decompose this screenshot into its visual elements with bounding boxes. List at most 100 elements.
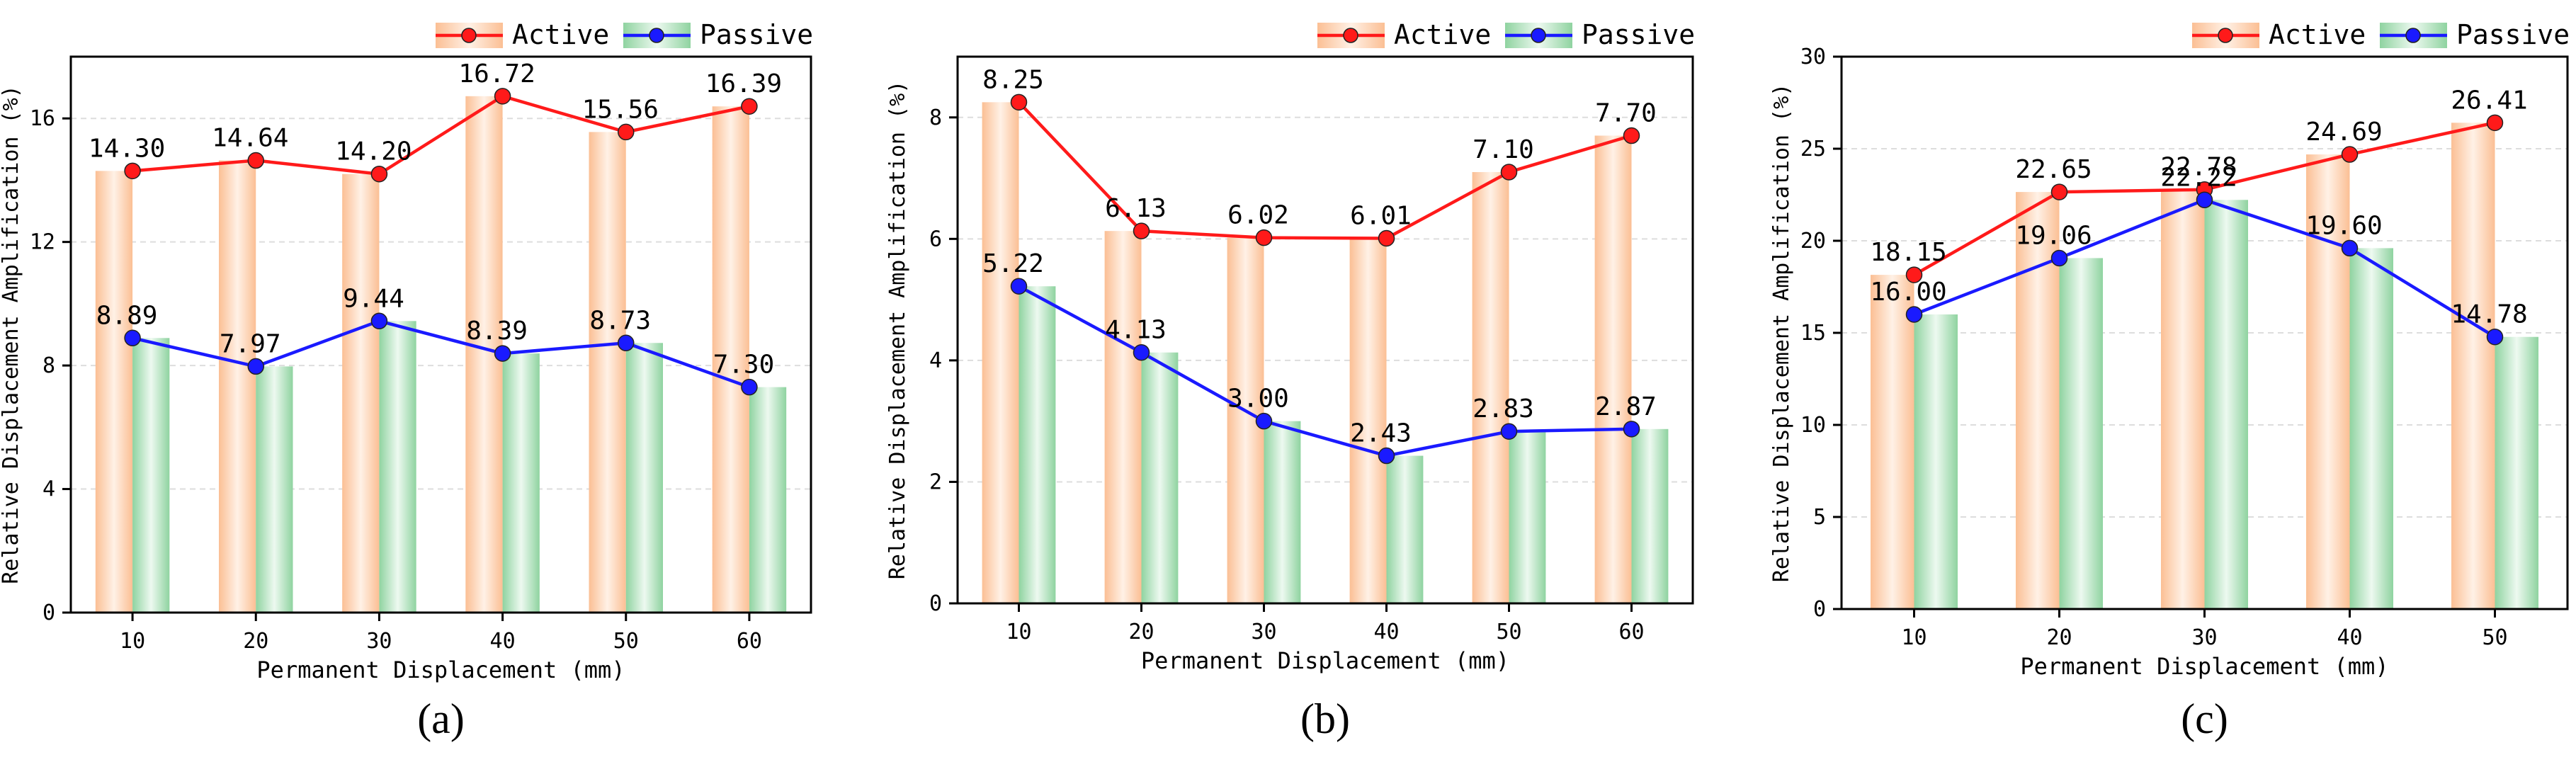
data-label-passive: 19.60 xyxy=(2305,211,2382,240)
y-tick-label: 6 xyxy=(929,227,942,251)
x-tick-label: 30 xyxy=(2191,625,2217,650)
chart-panel-a: 10 20 30 40 50 60 0 4 8 12 16 Permanent Displacemen… xyxy=(0,19,813,742)
data-label-passive: 2.43 xyxy=(1350,419,1412,448)
marker-active xyxy=(2050,183,2068,200)
plot-frame xyxy=(69,55,812,614)
marker-passive xyxy=(1133,343,1150,361)
data-label-active: 8.25 xyxy=(982,65,1044,94)
bar-active xyxy=(1472,171,1509,603)
data-label-passive: 7.97 xyxy=(220,329,281,358)
y-tick-label: 4 xyxy=(929,348,942,373)
data-label-active: 18.15 xyxy=(1870,238,1946,267)
bar-passive xyxy=(2204,200,2248,609)
bar-passive xyxy=(749,387,787,613)
x-tick-label: 60 xyxy=(1618,620,1644,644)
data-label-passive: 22.22 xyxy=(2160,163,2237,192)
marker-active xyxy=(1133,222,1150,239)
bar-active xyxy=(1349,238,1387,603)
x-tick-label: 20 xyxy=(1128,620,1154,644)
bar-active xyxy=(2451,123,2495,610)
y-tick-label: 12 xyxy=(30,230,55,255)
bar-active xyxy=(2306,154,2350,609)
bar-active xyxy=(2161,189,2205,610)
x-tick-label: 40 xyxy=(2337,625,2362,650)
marker-passive xyxy=(1500,423,1518,440)
y-axis-title: Relative Displacement Amplification (%) xyxy=(1769,84,1794,582)
marker-active xyxy=(2341,146,2359,163)
data-label-passive: 8.89 xyxy=(96,301,158,330)
marker-passive xyxy=(1010,278,1028,295)
x-tick-label: 50 xyxy=(1496,620,1521,644)
bar-active xyxy=(219,160,256,613)
bar-active xyxy=(342,174,380,613)
marker-passive xyxy=(370,312,388,330)
marker-active xyxy=(1623,127,1640,144)
legend-marker-active xyxy=(461,28,477,43)
marker-active xyxy=(618,123,635,141)
data-label-active: 16.72 xyxy=(458,59,535,89)
data-label-passive: 8.39 xyxy=(466,317,528,346)
y-tick-label: 16 xyxy=(30,106,55,131)
x-tick-label: 10 xyxy=(120,629,145,654)
data-label-active: 24.69 xyxy=(2305,118,2382,147)
bar-active xyxy=(1871,275,1914,609)
data-label-passive: 14.78 xyxy=(2451,300,2527,329)
x-tick-label: 60 xyxy=(737,629,762,654)
marker-active xyxy=(2486,114,2504,132)
bar-active xyxy=(95,171,133,613)
marker-passive xyxy=(494,345,511,362)
bar-passive xyxy=(502,353,540,613)
legend-marker-passive xyxy=(649,28,664,43)
legend-marker-active xyxy=(1343,28,1358,43)
marker-active xyxy=(1378,229,1395,247)
chart-panel-b: 10 20 30 40 50 60 0 2 4 6 8 Permanent Displacement … xyxy=(885,19,1695,742)
bar-passive xyxy=(2059,258,2103,609)
bar-passive xyxy=(1914,314,1958,609)
bar-passive xyxy=(256,366,293,613)
bar-passive xyxy=(1631,428,1669,603)
y-tick-label: 2 xyxy=(929,470,942,494)
series-line-passive xyxy=(132,319,750,389)
y-tick-label: 4 xyxy=(42,477,55,502)
x-tick-label: 10 xyxy=(1901,625,1927,650)
x-axis-title: Permanent Displacement (mm) xyxy=(1141,647,1509,674)
bar-passive xyxy=(1141,352,1179,603)
series-line-active xyxy=(1017,101,1633,240)
bar-passive xyxy=(2349,248,2393,609)
legend-label-passive: Passive xyxy=(1582,19,1695,50)
data-label-passive: 2.83 xyxy=(1473,394,1534,423)
marker-passive xyxy=(2196,191,2213,209)
data-label-active: 26.41 xyxy=(2451,86,2527,115)
bar-passive xyxy=(1264,421,1301,603)
panel-label: (a) xyxy=(417,695,465,742)
series-line-active xyxy=(132,94,750,176)
bar-passive xyxy=(1019,286,1056,603)
chart-panel-c: 10 20 30 40 50 0 5 10 15 20 25 30 Permanent Displace… xyxy=(1769,19,2570,742)
data-label-passive: 16.00 xyxy=(1870,278,1946,307)
y-tick-label: 0 xyxy=(1813,597,1826,622)
marker-active xyxy=(1500,164,1518,181)
marker-active xyxy=(1905,266,1923,283)
legend-marker-passive xyxy=(1531,28,1546,43)
x-axis-title: Permanent Displacement (mm) xyxy=(2020,653,2388,680)
x-tick-label: 20 xyxy=(243,629,268,654)
x-tick-label: 50 xyxy=(2482,625,2507,650)
panel-label: (b) xyxy=(1300,695,1350,742)
data-label-active: 22.65 xyxy=(2015,155,2092,184)
x-tick-label: 10 xyxy=(1006,620,1031,644)
legend-marker-active xyxy=(2218,28,2233,43)
data-label-active: 6.01 xyxy=(1350,201,1412,230)
marker-active xyxy=(1255,229,1273,246)
bar-passive xyxy=(379,321,416,613)
bar-passive xyxy=(1386,455,1424,603)
data-label-active: 14.20 xyxy=(335,137,412,166)
data-label-passive: 8.73 xyxy=(589,306,651,335)
x-tick-label: 40 xyxy=(490,629,516,654)
legend-label-passive: Passive xyxy=(2456,19,2570,50)
data-label-passive: 4.13 xyxy=(1105,316,1167,345)
bar-active xyxy=(982,102,1019,604)
data-label-passive: 7.30 xyxy=(713,351,775,380)
x-tick-label: 40 xyxy=(1373,620,1399,644)
data-label-active: 22.78 xyxy=(2160,153,2237,182)
